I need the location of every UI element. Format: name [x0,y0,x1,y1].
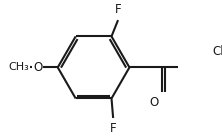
Text: CH₃: CH₃ [8,62,29,72]
Text: Cl: Cl [212,45,222,58]
Text: O: O [150,96,159,109]
Text: F: F [115,3,121,16]
Text: F: F [110,122,117,135]
Text: O: O [33,61,42,74]
